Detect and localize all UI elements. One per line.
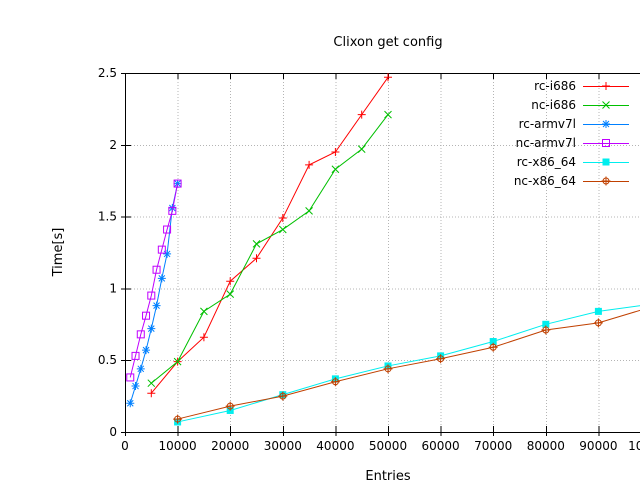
legend-label: nc-i686 bbox=[531, 98, 576, 112]
series-line-rc-x86_64 bbox=[178, 304, 640, 422]
marker-asterisk bbox=[126, 399, 134, 407]
x-tick-label: 100000 bbox=[628, 439, 640, 453]
legend-label: rc-x86_64 bbox=[517, 155, 576, 169]
legend-entry-rc-i686: rc-i686 bbox=[534, 79, 629, 93]
legend-label: nc-armv7l bbox=[516, 136, 576, 150]
y-tick-label: 2.5 bbox=[98, 66, 117, 80]
legend-entry-rc-x86_64: rc-x86_64 bbox=[517, 155, 629, 169]
marker-square-filled bbox=[595, 308, 602, 315]
x-axis-label: Entries bbox=[125, 469, 640, 484]
x-tick-label: 10000 bbox=[159, 439, 197, 453]
series-nc-armv7l bbox=[127, 180, 181, 381]
x-tick-label: 20000 bbox=[211, 439, 249, 453]
series-line-nc-i686 bbox=[151, 115, 388, 384]
legend-entry-nc-x86_64: nc-x86_64 bbox=[514, 174, 629, 188]
y-tick-label: 0 bbox=[109, 425, 117, 439]
marker-cross bbox=[227, 291, 234, 298]
plot-svg: 0 10000 20000 30000 40000 50000 60000 70000 8000… bbox=[40, 16, 640, 496]
legend-label: rc-i686 bbox=[534, 79, 576, 93]
legend-label: rc-armv7l bbox=[519, 117, 576, 131]
x-tick-label: 50000 bbox=[369, 439, 407, 453]
series-rc-armv7l bbox=[126, 180, 181, 408]
y-tick-label: 1.5 bbox=[98, 210, 117, 224]
marker-plus bbox=[602, 82, 610, 90]
marker-cross bbox=[279, 226, 286, 233]
series-rc-x86_64 bbox=[174, 301, 640, 426]
legend-entry-rc-armv7l: rc-armv7l bbox=[519, 117, 629, 131]
series-line-rc-i686 bbox=[151, 77, 388, 393]
marker-plus bbox=[358, 111, 366, 119]
marker-plus bbox=[331, 148, 339, 156]
marker-asterisk bbox=[163, 250, 171, 258]
marker-circle-open bbox=[602, 177, 611, 186]
marker-asterisk bbox=[158, 274, 166, 282]
series-line-nc-x86_64 bbox=[178, 307, 640, 419]
marker-cross bbox=[306, 207, 313, 214]
x-tick-label: 70000 bbox=[474, 439, 512, 453]
marker-asterisk bbox=[142, 346, 150, 354]
legend-entry-nc-armv7l: nc-armv7l bbox=[516, 136, 629, 150]
y-tick-label: 0.5 bbox=[98, 353, 117, 367]
chart-title: Clixon get config bbox=[96, 35, 640, 50]
series-nc-x86_64 bbox=[173, 303, 640, 424]
marker-asterisk bbox=[132, 382, 140, 390]
y-tick-label: 2 bbox=[109, 138, 117, 152]
series-line-nc-armv7l bbox=[130, 184, 177, 378]
x-tick-label: 0 bbox=[121, 439, 129, 453]
marker-cross bbox=[358, 146, 365, 153]
marker-cross bbox=[253, 240, 260, 247]
y-tick-label: 1 bbox=[109, 281, 117, 295]
marker-cross bbox=[200, 308, 207, 315]
marker-square-filled bbox=[603, 159, 610, 166]
y-axis-label: Time[s] bbox=[51, 202, 67, 302]
marker-plus bbox=[305, 161, 313, 169]
marker-asterisk bbox=[137, 365, 145, 373]
x-tick-label: 80000 bbox=[527, 439, 565, 453]
series-nc-i686 bbox=[148, 111, 392, 387]
marker-plus bbox=[384, 73, 392, 81]
legend-entry-nc-i686: nc-i686 bbox=[531, 98, 629, 112]
x-tick-label: 30000 bbox=[264, 439, 302, 453]
x-tick-label: 90000 bbox=[579, 439, 617, 453]
x-tick-label: 60000 bbox=[422, 439, 460, 453]
chart: 0 10000 20000 30000 40000 50000 60000 70000 8000… bbox=[40, 16, 640, 496]
legend: rc-i686 nc-i686 rc-armv7l nc-armv7l rc-x86_6… bbox=[514, 79, 629, 188]
marker-plus bbox=[279, 214, 287, 222]
marker-asterisk bbox=[153, 302, 161, 310]
marker-asterisk bbox=[147, 325, 155, 333]
marker-asterisk bbox=[602, 120, 610, 128]
x-tick-label: 40000 bbox=[316, 439, 354, 453]
marker-cross bbox=[148, 380, 155, 387]
legend-label: nc-x86_64 bbox=[514, 174, 576, 188]
marker-circle-open bbox=[594, 318, 603, 327]
